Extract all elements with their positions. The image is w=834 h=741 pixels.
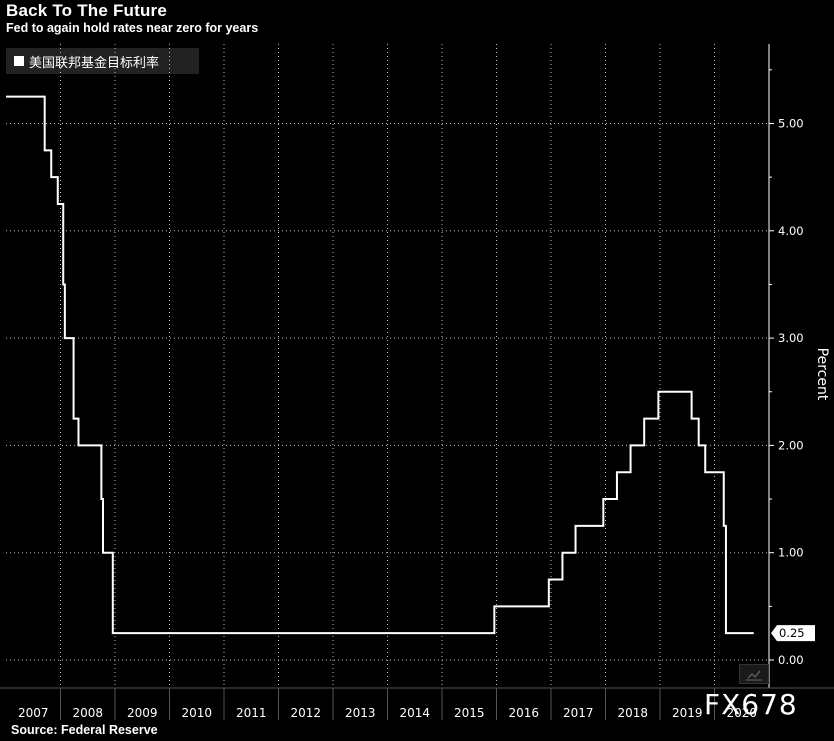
x-tick-label: 2009 <box>127 706 158 720</box>
last-value-label: 0.25 <box>779 626 805 640</box>
chart-subtitle: Fed to again hold rates near zero for ye… <box>6 21 259 35</box>
chart-type-icon[interactable] <box>739 664 769 684</box>
last-value-tag: 0.25 <box>771 625 815 642</box>
x-tick-label: 2010 <box>181 706 212 720</box>
x-tick-label: 2020 <box>726 706 757 720</box>
x-tick-label: 2017 <box>563 706 594 720</box>
series-line <box>6 95 754 635</box>
x-tick-label: 2018 <box>617 706 648 720</box>
y-tick-label: 1.00 <box>778 546 804 560</box>
series-layer <box>6 95 754 635</box>
legend-entry-label: 美国联邦基金目标利率 <box>29 55 160 71</box>
x-tick-label: 2012 <box>290 706 321 720</box>
source-note: Source: Federal Reserve <box>11 723 158 737</box>
x-tick-label: 2011 <box>236 706 267 720</box>
chart-title: Back To The Future <box>6 1 168 20</box>
x-tick-label: 2014 <box>399 706 430 720</box>
x-tick-label: 2015 <box>454 706 485 720</box>
y-tick-label: 5.00 <box>778 117 804 131</box>
legend: 美国联邦基金目标利率 <box>6 48 199 74</box>
x-tick-label: 2007 <box>18 706 49 720</box>
axes <box>0 44 834 720</box>
y-axis-label: Percent <box>814 347 830 401</box>
x-tick-label: 2008 <box>72 706 103 720</box>
watermark-logo: FX678 <box>704 688 798 721</box>
x-tick-label: 2013 <box>345 706 376 720</box>
y-tick-label: 4.00 <box>778 224 804 238</box>
last-value-tag-box <box>771 625 815 642</box>
x-tick-label: 2019 <box>672 706 703 720</box>
y-tick-label: 2.00 <box>778 438 804 452</box>
tick-labels: 0.00 1.00 2.00 3.00 4.00 5.00 2007 2008 2009 2010… <box>18 117 815 720</box>
grid-lines <box>6 44 770 688</box>
y-tick-label: 0.00 <box>778 653 804 667</box>
x-tick-label: 2016 <box>508 706 539 720</box>
y-tick-label: 3.00 <box>778 331 804 345</box>
legend-swatch <box>14 56 24 66</box>
